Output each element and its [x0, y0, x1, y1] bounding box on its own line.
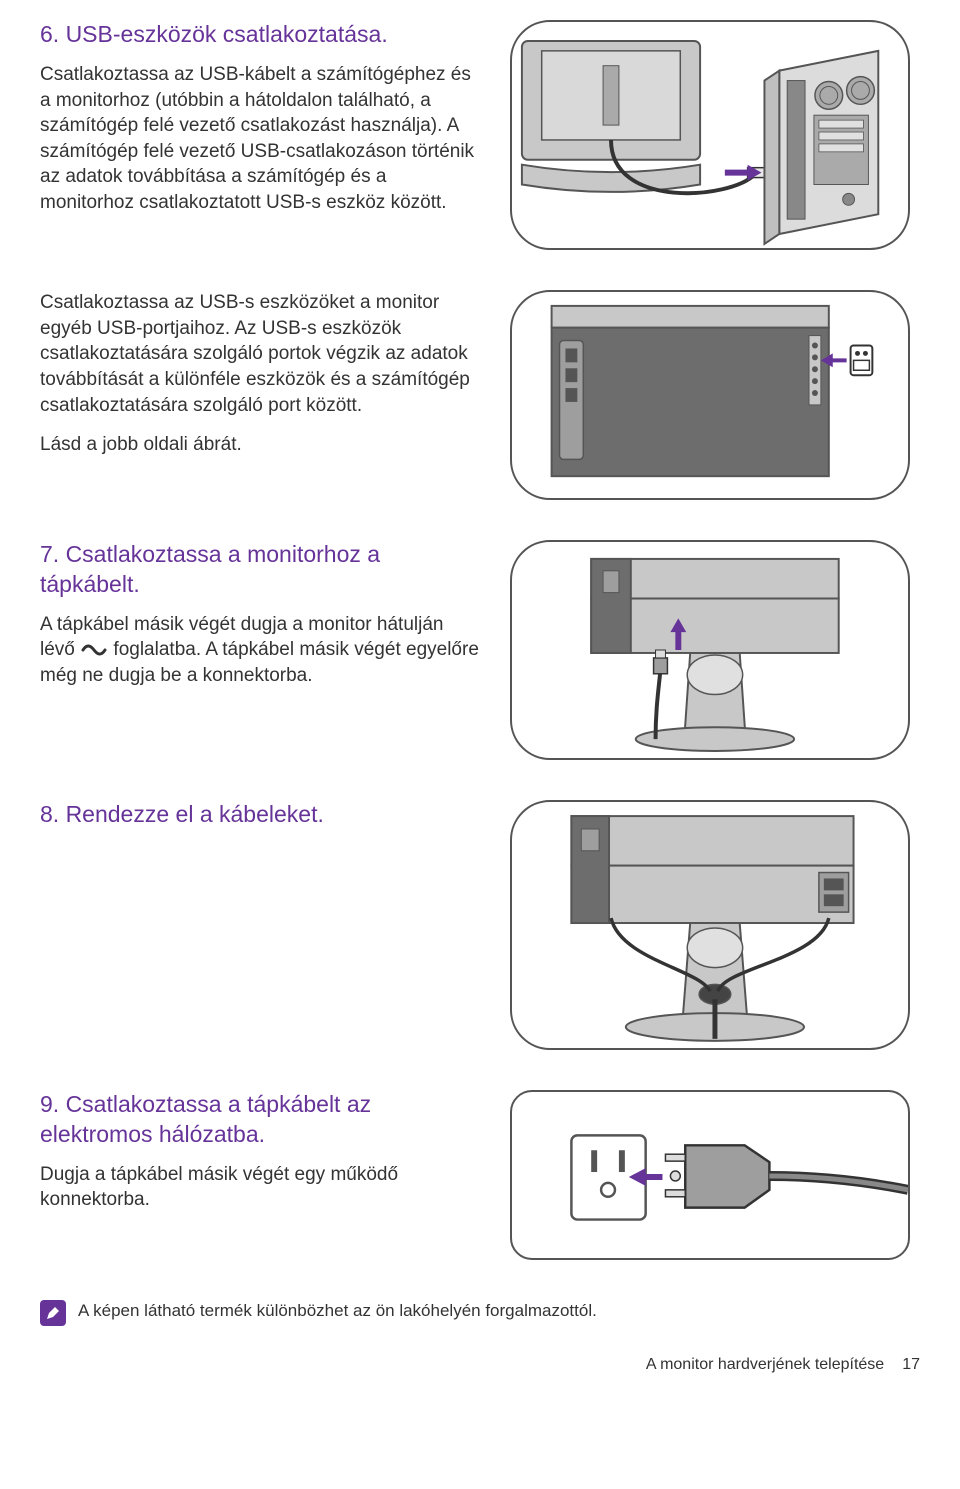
footer-label: A monitor hardverjének telepítése: [646, 1356, 884, 1374]
section-6-p2: Csatlakoztassa az USB-s eszközöket a mon…: [40, 290, 480, 418]
section-9-text: 9. Csatlakoztassa a tápkábelt az elektro…: [40, 1090, 480, 1227]
section-9-row: 9. Csatlakoztassa a tápkábelt az elektro…: [40, 1090, 920, 1260]
section-7-text: 7. Csatlakoztassa a monitorhoz a tápkábe…: [40, 540, 480, 703]
section-9-image: [510, 1090, 910, 1260]
section-6-row-1: 6. USB-eszközök csatlakoztatása. Csatlak…: [40, 20, 920, 250]
section-6-row-2: Csatlakoztassa az USB-s eszközöket a mon…: [40, 290, 920, 500]
illus-usb-side: [510, 290, 910, 500]
note-text: A képen látható termék különbözhet az ön…: [78, 1300, 597, 1323]
illus-power-cable: [510, 540, 910, 760]
section-8-text: 8. Rendezze el a kábeleket.: [40, 800, 480, 842]
illus-usb-to-pc: [510, 20, 910, 250]
section-9-heading: 9. Csatlakoztassa a tápkábelt az elektro…: [40, 1090, 480, 1150]
illus-cable-management: [510, 800, 910, 1050]
pencil-note-icon: [40, 1300, 66, 1326]
section-6-p1: Csatlakoztassa az USB-kábelt a számítógé…: [40, 62, 480, 216]
section-6-image-2: [510, 290, 910, 500]
section-7-row: 7. Csatlakoztassa a monitorhoz a tápkábe…: [40, 540, 920, 760]
section-6-text-2: Csatlakoztassa az USB-s eszközöket a mon…: [40, 290, 480, 472]
illus-wall-outlet: [510, 1090, 910, 1260]
section-6-text-1: 6. USB-eszközök csatlakoztatása. Csatlak…: [40, 20, 480, 230]
page-footer: A monitor hardverjének telepítése 17: [40, 1356, 920, 1374]
section-8-image: [510, 800, 910, 1050]
section-9-p1: Dugja a tápkábel másik végét egy működő …: [40, 1162, 480, 1213]
section-7-p1: A tápkábel másik végét dugja a monitor h…: [40, 612, 480, 689]
page-number: 17: [902, 1356, 920, 1374]
section-6-p3: Lásd a jobb oldali ábrát.: [40, 432, 480, 458]
section-6-image-1: [510, 20, 910, 250]
section-7-heading: 7. Csatlakoztassa a monitorhoz a tápkábe…: [40, 540, 480, 600]
section-7-image: [510, 540, 910, 760]
note-row: A képen látható termék különbözhet az ön…: [40, 1300, 920, 1326]
section-8-heading: 8. Rendezze el a kábeleket.: [40, 800, 480, 830]
section-8-row: 8. Rendezze el a kábeleket.: [40, 800, 920, 1050]
ac-symbol-icon: [80, 641, 108, 659]
section-6-heading: 6. USB-eszközök csatlakoztatása.: [40, 20, 480, 50]
